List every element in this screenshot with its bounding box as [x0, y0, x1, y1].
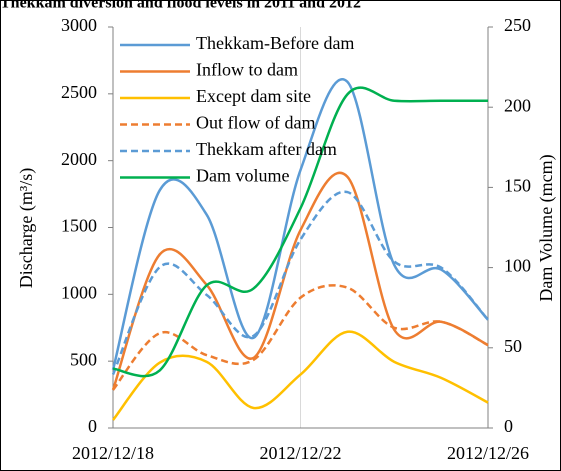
- line: [111, 78, 489, 371]
- legend-label: Out flow of dam: [196, 113, 315, 133]
- y-tick-label: 2500: [61, 82, 97, 102]
- chart-title: Thekkam diversion and flood levels in 20…: [0, 0, 361, 12]
- x-tick-label: 2012/12/26: [447, 443, 529, 463]
- y2-tick-label: 200: [504, 95, 531, 115]
- legend-label: Inflow to dam: [196, 60, 298, 80]
- legend-label: Dam volume: [196, 166, 289, 186]
- line: [111, 190, 489, 376]
- y-tick-label: 500: [70, 349, 97, 369]
- y2-tick-label: 250: [504, 15, 531, 35]
- legend-label: Except dam site: [196, 86, 311, 106]
- line: [112, 86, 488, 378]
- x-tick-label: 2012/12/18: [72, 443, 154, 463]
- y-tick-label: 1000: [61, 282, 97, 302]
- line: [111, 171, 489, 391]
- y2-tick-label: 150: [504, 176, 531, 196]
- y2-tick-label: 0: [504, 416, 513, 436]
- y-tick-label: 1500: [61, 216, 97, 236]
- line: [112, 284, 489, 391]
- y2-tick-label: 50: [504, 336, 522, 356]
- y2-tick-label: 100: [504, 256, 531, 276]
- y2-axis-label: Dam Volume (mcm): [536, 154, 557, 301]
- legend-label: Thekkam after dam: [196, 139, 337, 159]
- y-axis-label: Discharge (m³/s): [16, 168, 37, 289]
- y-tick-label: 3000: [61, 15, 97, 35]
- y-tick-label: 0: [88, 416, 97, 436]
- line: [112, 330, 489, 421]
- y-tick-label: 2000: [61, 149, 97, 169]
- legend-label: Thekkam-Before dam: [196, 33, 354, 53]
- x-tick-label: 2012/12/22: [259, 443, 341, 463]
